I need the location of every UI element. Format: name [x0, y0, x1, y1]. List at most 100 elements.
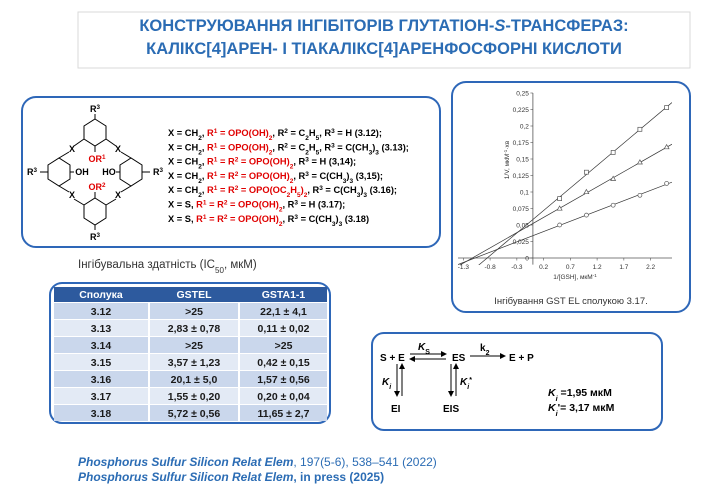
text-run: R	[207, 128, 214, 138]
data-point	[610, 202, 616, 208]
text-run: (3.16);	[367, 185, 397, 195]
table-cell: 3,57 ± 1,23	[168, 357, 221, 369]
table-cell-bg	[54, 354, 148, 370]
data-point	[610, 175, 617, 181]
table-cell-bg	[54, 405, 148, 421]
data-point	[557, 196, 563, 201]
compound-formula: X = S, R1 = R2 = OPO(OH)2, R3 = C(CH3)3 …	[168, 213, 369, 227]
scheme-constant: Ki	[382, 377, 392, 391]
text-run: -1	[593, 273, 598, 278]
table-cell-bg	[240, 354, 327, 370]
text-run: 2	[269, 135, 273, 142]
text-run: )	[335, 214, 338, 224]
atom-label: R3	[90, 232, 101, 243]
text-run: = C(CH	[309, 171, 343, 181]
table-cell-bg	[240, 371, 327, 387]
text-run: R	[90, 104, 97, 114]
data-point	[584, 212, 589, 218]
y-tick-label: 0,075	[513, 206, 530, 213]
compound-formula: X = CH2, R1 = R2 = OPO(OH)2, R3 = C(CH3)…	[168, 170, 383, 184]
text-run: ,	[202, 157, 207, 167]
text-run: (3,15);	[353, 171, 383, 181]
text-run: 3	[331, 142, 335, 149]
text-run: , in press (2025)	[293, 470, 384, 484]
text-run: R	[27, 167, 34, 177]
text-run: 5	[297, 192, 301, 199]
table-caption: Інгібувальна здатність (IC50, мкМ)	[78, 259, 257, 275]
table-cell: 3.17	[91, 391, 112, 403]
text-run: 1	[214, 170, 218, 177]
text-run: H	[290, 185, 297, 195]
text-run: 50	[215, 266, 224, 275]
text-run: = OPO(OH)	[227, 214, 278, 224]
text-run: =1,95 мкМ	[558, 387, 612, 399]
table-cell-bg	[150, 337, 238, 353]
atom-label: OR2	[88, 182, 106, 193]
table-cell: 3.16	[91, 374, 112, 386]
text-run: , 197(5-6), 538–541 (2022)	[293, 455, 436, 469]
text-run: = H (3.12);	[335, 128, 382, 138]
scheme-label: E + P	[509, 353, 534, 364]
table-header-cell: GSTEL	[176, 289, 212, 301]
citation: Phosphorus Sulfur Silicon Relat Elem, in…	[78, 470, 384, 484]
text-run: 1	[214, 142, 218, 149]
text-run: , R	[293, 171, 305, 181]
scheme-constant: KS	[418, 342, 430, 356]
text-run: ,	[202, 142, 207, 152]
atom-label: R3	[153, 167, 164, 178]
title-line: КАЛІКС[4]АРЕН- І ТІАКАЛІКС[4]АРЕНФОСФОРН…	[146, 40, 622, 58]
scheme-label: ES	[452, 353, 466, 364]
x-tick-label: -0.3	[511, 264, 523, 271]
text-run: = R	[207, 214, 225, 224]
data-point	[584, 169, 589, 175]
constant-value: Ki =1,95 мкМ	[548, 387, 612, 403]
compound-formula: X = CH2, R1 = R2 = OPO(OH)2, R3 = H (3,1…	[168, 156, 356, 170]
text-run: 1	[214, 156, 218, 163]
table-cell: 0,42 ± 0,15	[257, 357, 310, 369]
x-tick-label: -0.8	[484, 264, 496, 271]
table-cell: 3.18	[91, 408, 112, 420]
text-run: 3	[357, 192, 361, 199]
table-cell: 3.14	[91, 340, 112, 352]
text-run: = H (3.17);	[298, 200, 345, 210]
atom-label: R3	[27, 167, 38, 178]
text-run: 2	[305, 135, 309, 142]
table-cell: >25	[185, 306, 203, 318]
text-run: = C	[288, 128, 306, 138]
table-cell-bg	[240, 388, 327, 404]
trend-line	[478, 102, 672, 265]
text-run: X = CH	[168, 185, 199, 195]
table-header-bg	[54, 287, 327, 302]
text-run: 2	[102, 182, 106, 189]
atom-label: X	[69, 144, 75, 154]
text-run: 1	[214, 128, 218, 135]
table-cell-bg	[150, 320, 238, 336]
text-run: 3	[363, 192, 367, 199]
data-point	[556, 205, 563, 211]
table-cell: 3.15	[91, 357, 112, 369]
text-run: Phosphorus Sulfur Silicon Relat Elem	[78, 455, 294, 469]
table-cell-bg	[54, 337, 148, 353]
y-tick-label: 0,225	[513, 107, 530, 114]
citation: Phosphorus Sulfur Silicon Relat Elem, 19…	[78, 455, 437, 469]
text-run: КАЛІКС[4]АРЕН- І ТІАКАЛІКС[4]АРЕНФОСФОРН…	[146, 40, 622, 58]
compound-formula: X = CH2, R1 = R2 = OPO(OC2H5)2, R3 = C(C…	[168, 185, 397, 199]
table-cell-bg	[150, 371, 238, 387]
text-run: S	[494, 17, 505, 35]
data-point	[637, 192, 643, 198]
text-run: 3	[305, 156, 309, 163]
text-run: X = CH	[168, 142, 199, 152]
text-run: S	[425, 349, 430, 356]
atom-label: OH	[75, 167, 89, 177]
text-run: i	[556, 394, 559, 403]
structure-box	[21, 96, 441, 248]
title-box	[77, 11, 691, 69]
table-cell: 3.13	[91, 323, 112, 335]
text-run: 3	[96, 104, 100, 111]
text-run: k	[480, 343, 486, 354]
data-point	[583, 188, 590, 195]
compound-formula: X = CH2, R1 = OPO(OH)2, R2 = C2H5, R3 = …	[168, 128, 382, 142]
text-run: 3	[331, 128, 335, 135]
text-run: 1	[203, 199, 207, 206]
text-run: H	[309, 128, 316, 138]
